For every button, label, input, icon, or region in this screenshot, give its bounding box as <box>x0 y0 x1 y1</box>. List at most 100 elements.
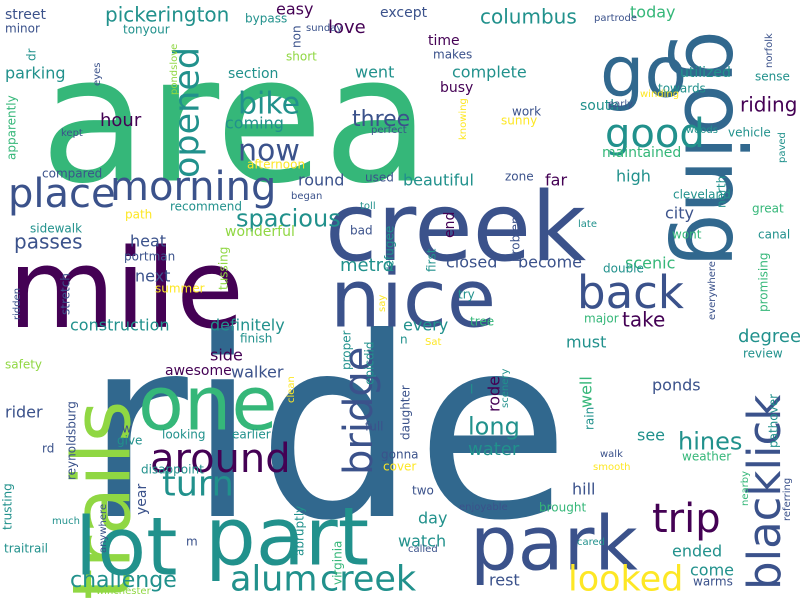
cloud-word-scenery: scenery <box>499 368 511 408</box>
cloud-word-toll: toll <box>360 201 376 213</box>
cloud-word-park: park <box>470 499 638 588</box>
cloud-word-must: must <box>566 332 607 352</box>
cloud-word-double: double <box>603 261 644 276</box>
cloud-word-tussing: tussing <box>216 246 231 290</box>
cloud-word-pickerington: pickerington <box>105 2 230 27</box>
cloud-word-warms: warms <box>693 574 733 589</box>
cloud-word-minor: minor <box>5 21 40 36</box>
cloud-word-enjoyable: enjoyable <box>459 502 508 514</box>
cloud-word-year: year <box>133 483 150 515</box>
cloud-word-path: path <box>125 207 153 222</box>
cloud-word-high: high <box>616 166 651 186</box>
cloud-word-review: review <box>743 346 783 361</box>
cloud-word-next: next <box>135 266 171 286</box>
cloud-word-coming: coming <box>225 113 284 133</box>
cloud-word-full: full <box>365 419 384 434</box>
cloud-word-m: m <box>186 534 198 549</box>
cloud-word-looking: looking <box>162 427 206 442</box>
cloud-word-recommend: recommend <box>170 199 242 214</box>
cloud-word-definitely: definitely <box>210 315 285 335</box>
cloud-word-see: see <box>637 425 666 445</box>
cloud-word-finish: finish <box>240 331 273 346</box>
cloud-word-compared: compared <box>42 166 103 181</box>
cloud-word-daughter: daughter <box>398 385 413 440</box>
cloud-word-complete: complete <box>452 62 527 82</box>
cloud-word-w: w <box>122 421 132 436</box>
cloud-word-dr: dr <box>24 48 39 61</box>
cloud-word-great: great <box>752 201 784 216</box>
cloud-word-n: n <box>400 332 408 347</box>
cloud-word-first: first <box>424 248 439 272</box>
cloud-word-give: give <box>117 433 143 448</box>
cloud-word-long: long <box>468 412 520 441</box>
cloud-word-become: become <box>518 252 583 272</box>
cloud-word-rain: rain <box>582 406 597 430</box>
cloud-word-smooth: smooth <box>593 462 631 474</box>
cloud-word-went: went <box>355 62 395 82</box>
cloud-word-tree: tree <box>470 314 495 329</box>
cloud-word-alum: alum <box>230 559 318 600</box>
cloud-word-sunday: sunday <box>306 23 343 35</box>
cloud-word-referring: referring <box>781 477 793 521</box>
cloud-word-ride: ride <box>85 284 570 575</box>
cloud-word-nice: nice <box>330 252 497 346</box>
cloud-word-norfolk: norfolk <box>763 33 775 68</box>
cloud-word-day: day <box>418 508 448 528</box>
cloud-word-called: called <box>408 544 438 556</box>
cloud-word-brought: brought <box>539 500 587 515</box>
cloud-word-degree: degree <box>738 325 800 347</box>
cloud-word-walker: walker <box>231 362 284 382</box>
cloud-word-short: short <box>286 49 317 64</box>
cloud-word-looked: looked <box>568 559 684 600</box>
cloud-word-paved: paved <box>776 132 788 163</box>
cloud-word-woods: woods <box>686 125 718 137</box>
cloud-word-turn: turn <box>162 464 234 505</box>
cloud-word-end: end <box>441 211 458 238</box>
cloud-word-winding: winding <box>640 89 680 101</box>
cloud-word-weather: weather <box>682 449 732 464</box>
cloud-word-trip: trip <box>652 495 721 542</box>
cloud-word-cover: cover <box>383 459 417 474</box>
cloud-word-time: time <box>428 33 460 50</box>
cloud-word-street: street <box>5 7 46 24</box>
cloud-word-hines: hines <box>678 427 743 456</box>
cloud-word-round: round <box>298 170 345 190</box>
cloud-word-awesome: awesome <box>165 363 232 380</box>
cloud-word-parking: parking <box>5 63 66 83</box>
cloud-word-non: non <box>289 25 304 48</box>
cloud-word-portman: portman <box>124 249 176 264</box>
cloud-word-canal: canal <box>758 227 791 242</box>
cloud-word-late: late <box>578 219 597 231</box>
cloud-word-rd: rd <box>42 441 55 456</box>
cloud-word-early: early <box>608 99 634 111</box>
cloud-word-mile: mile <box>8 225 244 354</box>
cloud-word-virginia: virginia <box>330 540 345 585</box>
cloud-word-walk: walk <box>600 449 623 461</box>
cloud-word-area: area <box>40 19 431 223</box>
cloud-word-disappoint: disappoint <box>141 462 204 477</box>
cloud-word-place: place <box>8 170 116 217</box>
cloud-word-say: say <box>376 294 388 312</box>
cloud-word-today: today <box>630 2 676 22</box>
cloud-word-riding: riding <box>740 92 798 117</box>
cloud-word-spacious: spacious <box>236 204 341 233</box>
cloud-word-watch: watch <box>398 531 447 551</box>
cloud-word-zone: zone <box>505 169 534 184</box>
cloud-word-rider: rider <box>5 402 43 422</box>
cloud-word-everywhere: everywhere <box>706 261 718 320</box>
cloud-word-easy: easy <box>276 0 314 19</box>
cloud-word-cared: cared <box>577 537 606 549</box>
cloud-word-tonyour: tonyour <box>123 22 170 37</box>
cloud-word-sat: Sat <box>425 337 442 349</box>
cloud-word-apparently: apparently <box>4 95 19 160</box>
cloud-word-cleveland: cleveland <box>673 187 731 202</box>
cloud-word-major: major <box>584 311 619 326</box>
cloud-word-metro: metro <box>340 254 394 276</box>
cloud-word-gonna: gonna <box>381 447 419 462</box>
cloud-word-knowing: knowing <box>457 98 469 140</box>
cloud-word-used: used <box>365 170 394 185</box>
cloud-word-challenge: challenge <box>70 567 177 593</box>
cloud-word-safety: safety <box>5 357 43 372</box>
cloud-word-busy: busy <box>440 80 474 97</box>
